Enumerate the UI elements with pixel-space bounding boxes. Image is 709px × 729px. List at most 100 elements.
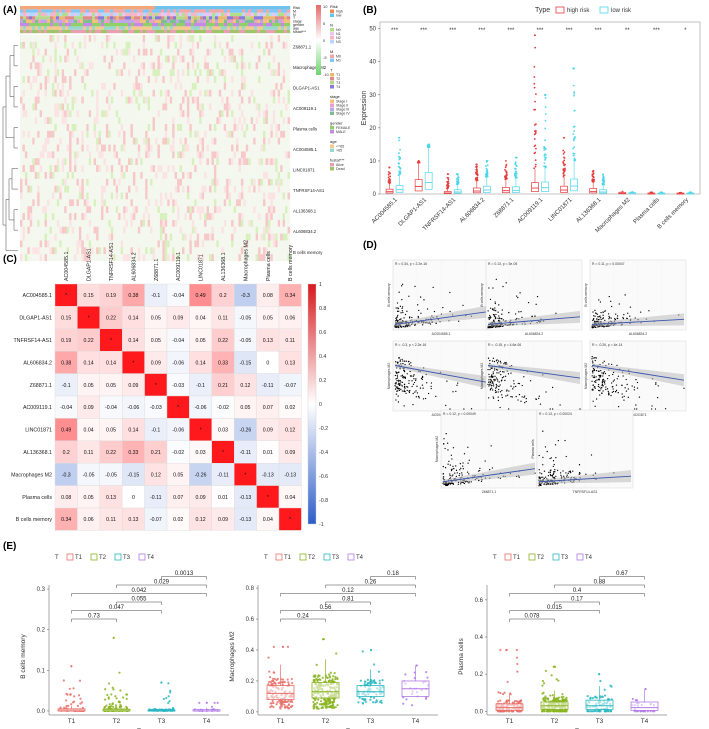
heatmap-cell: [236, 233, 239, 241]
heatmap-cell: [275, 254, 278, 262]
heatmap-cell: [47, 96, 50, 104]
heatmap-cell: [245, 62, 249, 70]
annotation-cell: [278, 9, 282, 13]
heatmap-cell: [169, 82, 173, 90]
heatmap-cell: [39, 254, 43, 262]
heatmap-cell: [49, 124, 53, 131]
heatmap-cell: [130, 247, 134, 255]
heatmap-cell: [105, 82, 109, 90]
heatmap-cell: [98, 171, 102, 179]
significance-label: ***: [536, 28, 544, 34]
heatmap-cell: [27, 130, 30, 138]
heatmap-cell: [182, 158, 185, 166]
heatmap-cell: [37, 117, 40, 125]
heatmap-cell: [194, 206, 197, 214]
annotation-cell: [287, 16, 291, 20]
heatmap-cell: [128, 41, 131, 49]
heatmap-cell: [51, 76, 55, 84]
heatmap-cell: [47, 219, 50, 227]
annotation-cell: [119, 12, 123, 17]
heatmap-cell: [118, 213, 121, 221]
heatmap-cell: [22, 233, 26, 241]
heatmap-cell: [71, 82, 75, 90]
heatmap-cell: [44, 110, 48, 118]
annotation-cell: [185, 6, 189, 10]
heatmap-cell: [27, 89, 30, 97]
heatmap-cell: [162, 240, 165, 248]
annotation-cell: [77, 9, 81, 13]
heatmap-cell: [130, 185, 134, 193]
annotation-cell: [194, 26, 198, 30]
outlier-point: [591, 174, 594, 177]
heatmap-cell: [61, 41, 65, 49]
heatmap-cell: [61, 254, 65, 262]
annotation-cell: [182, 16, 186, 20]
heatmap-cell: [263, 130, 266, 138]
heatmap-cell: [191, 41, 195, 49]
heatmap-cell: [270, 41, 273, 49]
heatmap-cell: [275, 171, 278, 179]
heatmap-cell: [231, 130, 234, 138]
heatmap-cell: [155, 55, 158, 63]
annotation-cell: [68, 23, 72, 27]
heatmap-cell: [243, 247, 246, 255]
annotation-cell: [182, 6, 186, 10]
heatmap-cell: [199, 137, 202, 145]
heatmap-cell: [125, 48, 129, 56]
heatmap-cell: [81, 185, 84, 193]
heatmap-cell: [159, 144, 163, 152]
heatmap-cell: [272, 62, 276, 70]
annotation-cell: [50, 16, 54, 20]
heatmap-cell: [49, 213, 53, 221]
heatmap-cell: [275, 158, 278, 166]
heatmap-cell: [277, 233, 281, 241]
heatmap-cell: [130, 35, 134, 42]
box: [531, 182, 539, 192]
heatmap-cell: [285, 124, 288, 131]
heatmap-cell: [147, 158, 151, 166]
outlier-point: [515, 156, 517, 159]
heatmap-cell: [128, 185, 131, 193]
outlier-point: [505, 163, 508, 166]
heatmap-cell: [177, 247, 180, 255]
heatmap-cell: [105, 69, 109, 77]
heatmap-cell: [132, 254, 136, 262]
heatmap-cell: [216, 62, 219, 70]
heatmap-cell: [194, 226, 197, 234]
heatmap-cell: [238, 48, 242, 56]
outlier-point: [534, 93, 537, 95]
annotation-cell: [23, 26, 27, 30]
heatmap-cell: [115, 76, 119, 84]
heatmap-cell: [213, 137, 217, 145]
heatmap-cell: [37, 69, 40, 77]
heatmap-cell: [221, 35, 224, 42]
annotation-cell: [119, 6, 123, 10]
heatmap-cell: [71, 165, 75, 173]
heatmap-cell: [44, 130, 48, 138]
heatmap-cell: [39, 96, 43, 104]
heatmap-cell: [125, 55, 129, 63]
heatmap-cell: [152, 103, 156, 111]
heatmap-cell: [47, 76, 50, 84]
heatmap-cell: [39, 192, 43, 200]
heatmap-cell: [96, 89, 99, 97]
heatmap-cell: [270, 158, 273, 166]
heatmap-cell: [91, 199, 94, 207]
heatmap-cell: [83, 254, 87, 262]
heatmap-cell: [120, 254, 124, 262]
heatmap-cell: [128, 117, 131, 125]
heatmap-cell: [287, 82, 291, 90]
heatmap-cell: [132, 96, 136, 104]
annotation-cell: [221, 19, 225, 23]
annotation-cell: [107, 26, 111, 30]
annotation-cell: [77, 12, 81, 17]
heatmap-cell: [275, 35, 278, 42]
scale-tick: 0: [323, 38, 326, 43]
heatmap-cell: [132, 55, 136, 63]
annotation-cell: [275, 12, 279, 17]
heatmap-cell: [238, 254, 242, 262]
heatmap-cell: [228, 82, 232, 90]
heatmap-cell: [231, 178, 234, 186]
heatmap-cell: [147, 240, 151, 248]
heatmap-cell: [285, 89, 288, 97]
